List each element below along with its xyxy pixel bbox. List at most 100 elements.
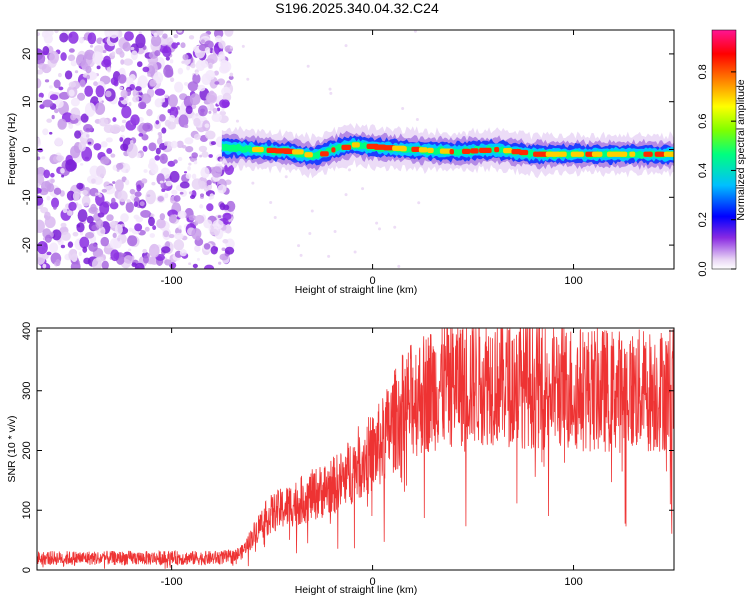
noise-blob bbox=[221, 99, 230, 108]
noise-blob bbox=[79, 79, 86, 88]
noise-blob bbox=[83, 124, 93, 133]
snr-x-axis: -100 0 100 bbox=[161, 328, 583, 588]
noise-blob bbox=[154, 98, 163, 108]
noise-blob bbox=[64, 70, 73, 80]
noise-blob bbox=[194, 214, 205, 224]
noise-blob bbox=[37, 240, 48, 255]
noise-blob bbox=[100, 229, 105, 234]
noise-blob bbox=[42, 128, 49, 136]
noise-blob bbox=[44, 211, 51, 221]
noise-speck bbox=[353, 250, 357, 254]
snr-x-label: Height of straight line (km) bbox=[295, 584, 418, 596]
signal-peak bbox=[266, 147, 278, 153]
noise-blob bbox=[46, 183, 55, 193]
noise-blob bbox=[138, 133, 144, 137]
noise-blob bbox=[37, 252, 46, 265]
noise-blob bbox=[141, 134, 149, 141]
noise-speck bbox=[235, 119, 239, 123]
signal-peak bbox=[518, 149, 529, 156]
noise-blob bbox=[139, 201, 145, 207]
noise-blob bbox=[212, 219, 224, 230]
noise-blob bbox=[148, 243, 160, 258]
noise-blob bbox=[61, 174, 65, 178]
noise-blob bbox=[195, 71, 199, 76]
noise-blob bbox=[193, 117, 201, 127]
noise-blob bbox=[41, 156, 46, 160]
noise-blob bbox=[68, 249, 77, 261]
colorbar-label: Normalized spectral amplitude bbox=[735, 79, 747, 220]
noise-blob bbox=[68, 48, 75, 53]
noise-blob bbox=[161, 127, 167, 134]
noise-blob bbox=[136, 184, 142, 192]
noise-blob bbox=[95, 165, 107, 178]
noise-blob bbox=[167, 160, 176, 167]
noise-blob bbox=[37, 182, 41, 188]
noise-blob bbox=[109, 201, 119, 210]
noise-blob bbox=[58, 86, 64, 91]
noise-blob bbox=[59, 91, 70, 100]
noise-blob bbox=[165, 180, 173, 187]
signal-peak bbox=[613, 151, 628, 157]
noise-blob bbox=[177, 210, 187, 219]
noise-blob bbox=[186, 65, 191, 71]
noise-blob bbox=[127, 235, 138, 247]
noise-blob bbox=[53, 187, 62, 195]
snr-x-tick-label: 0 bbox=[370, 576, 376, 588]
noise-blob bbox=[122, 253, 126, 256]
noise-blob bbox=[211, 166, 223, 178]
noise-blob bbox=[37, 156, 41, 161]
noise-blob bbox=[210, 141, 217, 146]
noise-blob bbox=[54, 99, 64, 109]
noise-blob bbox=[61, 231, 71, 241]
noise-blob bbox=[177, 156, 183, 162]
signal-peak bbox=[558, 151, 567, 157]
noise-blob bbox=[42, 99, 54, 108]
noise-blob bbox=[191, 228, 202, 240]
noise-blob bbox=[185, 146, 194, 153]
noise-blob bbox=[183, 171, 188, 174]
noise-blob bbox=[137, 101, 147, 110]
noise-blob bbox=[37, 148, 44, 153]
noise-blob bbox=[224, 225, 232, 234]
noise-blob bbox=[218, 51, 225, 60]
noise-blob bbox=[60, 222, 67, 228]
noise-blob bbox=[185, 173, 192, 179]
noise-blob bbox=[119, 86, 124, 90]
noise-blob bbox=[111, 51, 116, 56]
noise-blob bbox=[53, 206, 57, 210]
noise-blob bbox=[109, 238, 119, 250]
spectrogram-x-tick-label: 0 bbox=[370, 275, 376, 287]
colorbar-ticks: 0.0 0.2 0.4 0.6 0.8 bbox=[697, 64, 736, 277]
signal-peak bbox=[252, 146, 264, 153]
signal-peak bbox=[654, 151, 665, 157]
noise-blob bbox=[46, 118, 53, 123]
noise-speck bbox=[310, 209, 314, 213]
noise-blob bbox=[191, 152, 198, 159]
noise-blob bbox=[51, 229, 62, 241]
noise-blob bbox=[203, 264, 215, 269]
noise-blob bbox=[80, 113, 89, 123]
noise-blob bbox=[37, 137, 41, 146]
noise-blob bbox=[142, 66, 150, 73]
noise-blob bbox=[154, 88, 166, 96]
noise-blob bbox=[162, 33, 168, 39]
noise-blob bbox=[96, 256, 104, 263]
noise-blob bbox=[173, 239, 185, 251]
noise-blob bbox=[134, 262, 145, 269]
signal-peak bbox=[461, 148, 471, 154]
noise-blob bbox=[153, 32, 158, 38]
noise-speck bbox=[273, 215, 277, 219]
noise-blob bbox=[200, 39, 205, 44]
noise-blob bbox=[49, 242, 59, 253]
noise-blob bbox=[193, 160, 198, 165]
noise-blob bbox=[37, 78, 42, 89]
noise-blob bbox=[180, 42, 186, 49]
noise-blob bbox=[136, 153, 142, 159]
noise-blob bbox=[125, 201, 134, 213]
noise-blob bbox=[124, 179, 130, 186]
noise-blob bbox=[77, 203, 82, 211]
noise-blob bbox=[88, 243, 98, 252]
noise-blob bbox=[197, 105, 208, 117]
noise-blob bbox=[143, 169, 148, 173]
